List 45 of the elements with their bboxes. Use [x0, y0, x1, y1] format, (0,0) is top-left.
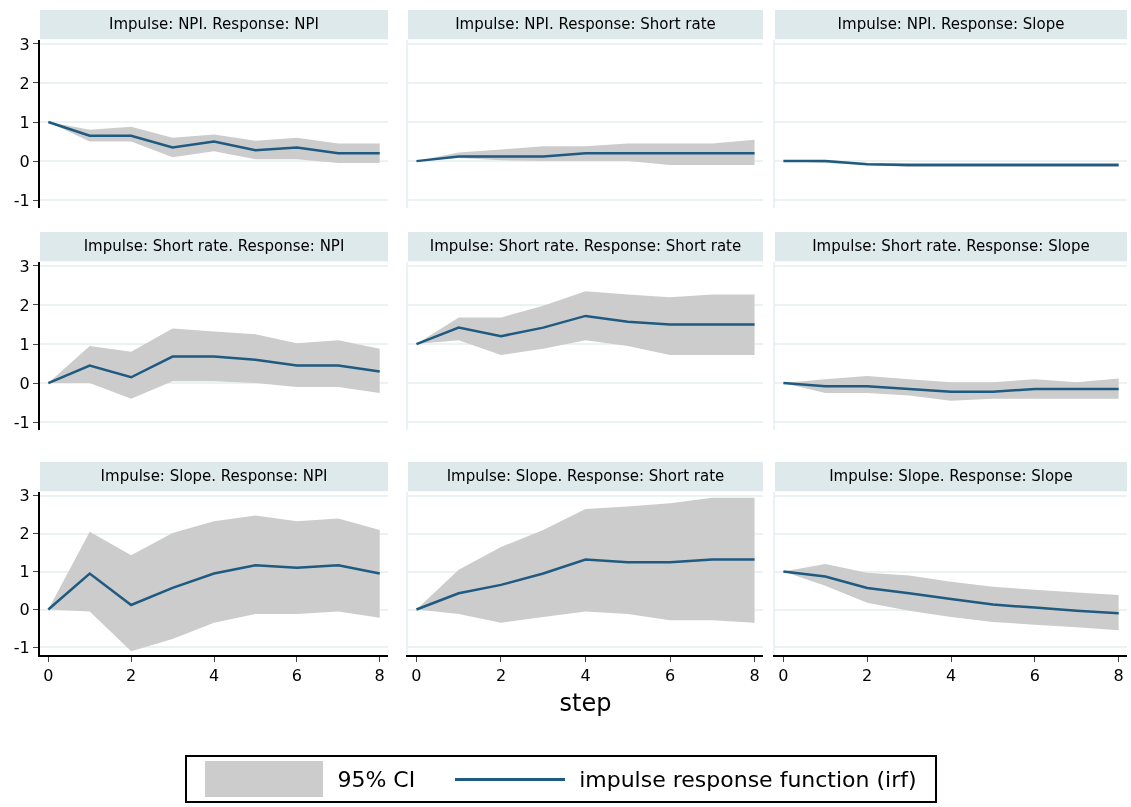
y-tick-label: 1: [19, 112, 30, 132]
x-tick-label: 0: [411, 666, 422, 686]
chart-title: Impulse: Short rate. Response: Short rate: [429, 237, 742, 256]
x-tick-label: 2: [495, 666, 507, 686]
y-tick-label: 0: [19, 600, 30, 620]
y-tick-label: -1: [13, 190, 30, 210]
chart-title: Impulse: Slope. Response: NPI: [100, 467, 328, 486]
y-tick-label: -1: [13, 412, 30, 432]
y-tick-label: 2: [19, 524, 30, 544]
x-tick-label: 8: [749, 666, 760, 686]
chart-title: Impulse: NPI. Response: Short rate: [455, 15, 716, 34]
x-tick-label: 4: [208, 666, 220, 686]
x-axis-title: step: [559, 689, 612, 717]
y-tick-label: 0: [19, 373, 30, 393]
x-tick-label: 6: [664, 666, 676, 686]
line-series: [47, 355, 381, 385]
chart-title: Impulse: Slope. Response: Slope: [829, 467, 1073, 486]
x-tick-label: 8: [374, 666, 385, 686]
x-tick-label: 4: [580, 666, 591, 686]
x-tick-label: 0: [778, 666, 789, 686]
y-tick-label: 1: [19, 334, 30, 354]
y-tick-label: 3: [19, 34, 30, 54]
chart-title: Impulse: NPI. Response: NPI: [109, 15, 319, 34]
line-series: [47, 120, 381, 155]
x-tick-label: 6: [291, 666, 302, 686]
x-tick-label: 0: [43, 666, 54, 686]
text: 95% CI: [337, 766, 416, 792]
x-tick-label: 2: [862, 666, 873, 686]
y-tick-label: 2: [19, 295, 30, 315]
y-tick-label: 3: [19, 486, 30, 506]
x-tick-label: 6: [1029, 666, 1040, 686]
y-tick-label: 3: [19, 256, 30, 276]
x-tick-label: 4: [945, 666, 957, 686]
chart-title: Impulse: Short rate. Response: Slope: [812, 237, 1090, 256]
x-tick-label: 8: [1113, 666, 1124, 686]
y-tick-label: -1: [13, 638, 30, 658]
line-series: [47, 563, 381, 611]
chart-title: Impulse: Slope. Response: Short rate: [446, 467, 725, 486]
chart-title: Impulse: Short rate. Response: NPI: [83, 237, 345, 256]
legend-label: impulse response function (irf): [579, 766, 917, 792]
y-tick-label: 0: [19, 151, 30, 171]
y-tick-label: 2: [19, 73, 30, 93]
chart-title: Impulse: NPI. Response: Slope: [837, 15, 1065, 34]
y-tick-label: 1: [19, 562, 30, 582]
x-tick-label: 2: [126, 666, 137, 686]
